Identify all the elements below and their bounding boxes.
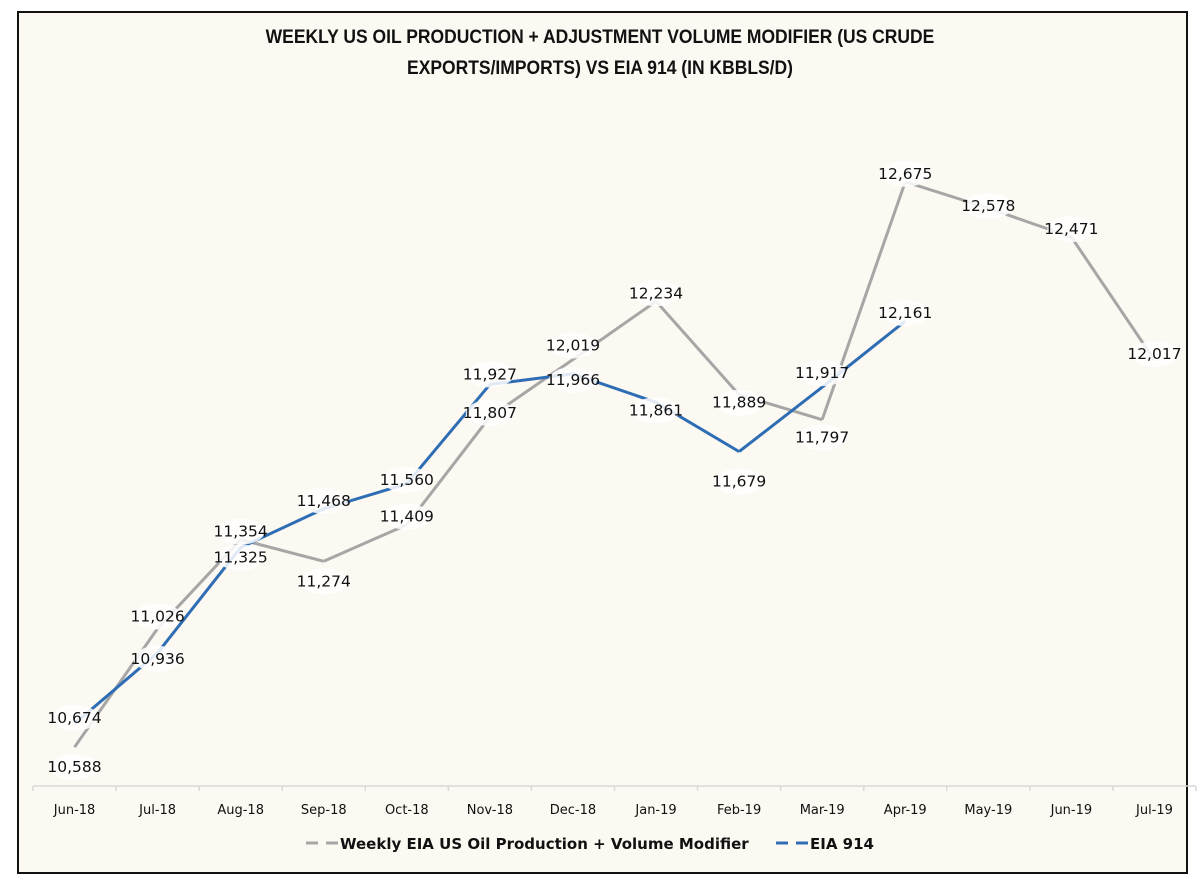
x-tick-label: Jun-18 — [53, 803, 96, 818]
data-label-halo — [299, 487, 348, 514]
eia-914-data-label: 11,679 — [712, 473, 766, 491]
eia-914-data-label: 10,936 — [130, 650, 184, 668]
eia-914-data-label: 11,468 — [297, 492, 351, 510]
eia-914-segment — [738, 385, 824, 453]
weekly-eia-data-label: 11,807 — [463, 404, 517, 422]
data-label-halo — [881, 300, 930, 327]
eia-914-data-label: 12,161 — [878, 304, 932, 322]
x-tick-label: Apr-19 — [884, 803, 927, 818]
data-label-halo — [1130, 341, 1179, 368]
data-label-halo — [798, 360, 847, 387]
data-label-halo — [548, 332, 597, 359]
x-tick-label: Jun-19 — [1050, 803, 1093, 818]
weekly-eia-data-label: 12,675 — [878, 165, 932, 183]
data-labels: 10,588 11,026 11,354 11,274 11,409 11,807 12,0… — [47, 160, 1182, 781]
chart-title: WEEKLY US OIL PRODUCTION + ADJUSTMENT VO… — [48, 22, 1152, 84]
data-label-halo — [632, 397, 681, 424]
legend: Weekly EIA US Oil Production + Volume Mo… — [306, 835, 874, 853]
x-tick-label: Sep-18 — [301, 803, 347, 818]
x-tick-label: Aug-18 — [217, 803, 264, 818]
weekly-eia-data-label: 12,019 — [546, 337, 600, 355]
x-axis: Jun-18 Jul-18 Aug-18 Sep-18 Oct-18 Nov-18 Dec-… — [32, 785, 1197, 818]
legend-item-eia-914[interactable]: EIA 914 — [776, 835, 874, 853]
weekly-eia-data-label: 11,889 — [712, 394, 766, 412]
eia-914-data-label: 10,674 — [47, 709, 101, 727]
data-label-halo — [50, 704, 99, 731]
weekly-eia-data-label: 12,017 — [1127, 345, 1181, 363]
weekly-eia-segment — [323, 523, 408, 563]
data-label-halo — [881, 160, 930, 187]
data-label-halo — [50, 754, 99, 781]
weekly-eia-data-label: 11,274 — [297, 572, 351, 590]
eia-914-data-label: 11,966 — [546, 371, 600, 389]
x-tick-label: Oct-18 — [385, 803, 429, 818]
weekly-eia-data-label: 12,471 — [1044, 220, 1098, 238]
weekly-eia-segment — [654, 300, 741, 396]
chart-frame — [17, 11, 1188, 874]
eia-914-data-label: 11,927 — [463, 365, 517, 383]
legend-label: EIA 914 — [810, 835, 874, 853]
series-lines — [73, 180, 1156, 748]
x-tick-label: Jul-18 — [138, 803, 176, 818]
x-tick-label: Feb-19 — [717, 803, 761, 818]
data-label-halo — [216, 518, 265, 545]
data-label-halo — [798, 424, 847, 451]
eia-914-data-label: 11,861 — [629, 401, 683, 419]
data-label-halo — [715, 389, 764, 416]
eia-914-data-label: 11,325 — [214, 548, 268, 566]
data-label-halo — [632, 280, 681, 307]
weekly-eia-data-label: 11,354 — [214, 523, 268, 541]
weekly-eia-data-label: 12,234 — [629, 284, 683, 302]
x-tick-label: Mar-19 — [800, 803, 845, 818]
eia-914-data-label: 11,560 — [380, 471, 434, 489]
weekly-eia-data-label: 11,409 — [380, 508, 434, 526]
data-label-halo — [465, 399, 514, 426]
data-label-halo — [1047, 216, 1096, 243]
legend-item-weekly-eia[interactable]: Weekly EIA US Oil Production + Volume Mo… — [306, 835, 749, 853]
weekly-eia-data-label: 11,797 — [795, 429, 849, 447]
chart-title-line-1: WEEKLY US OIL PRODUCTION + ADJUSTMENT VO… — [265, 27, 935, 48]
chart-title-line-2: EXPORTS/IMPORTS) VS EIA 914 (IN KBBLS/D) — [407, 58, 793, 79]
weekly-eia-data-label: 10,588 — [47, 758, 101, 776]
x-tick-label: Dec-18 — [550, 803, 596, 818]
x-tick-label: Jan-19 — [634, 803, 676, 818]
eia-914-segment — [405, 383, 492, 485]
legend-label: Weekly EIA US Oil Production + Volume Mo… — [340, 835, 749, 853]
data-label-halo — [715, 468, 764, 495]
eia-914-data-label: 11,917 — [795, 364, 849, 382]
data-label-halo — [465, 361, 514, 388]
weekly-eia-data-label: 12,578 — [961, 197, 1015, 215]
data-label-halo — [133, 645, 182, 672]
data-label-halo — [548, 366, 597, 393]
data-label-halo — [382, 503, 431, 530]
data-label-halo — [133, 603, 182, 630]
data-label-halo — [216, 544, 265, 571]
data-label-halo — [964, 193, 1013, 220]
data-label-halo — [299, 568, 348, 595]
weekly-eia-data-label: 11,026 — [130, 607, 184, 625]
x-tick-label: Nov-18 — [467, 803, 513, 818]
x-tick-label: May-19 — [964, 803, 1012, 818]
x-tick-label: Jul-19 — [1135, 803, 1173, 818]
data-label-halo — [382, 466, 431, 493]
weekly-eia-segment — [240, 538, 325, 563]
weekly-eia-segment — [1070, 236, 1156, 361]
